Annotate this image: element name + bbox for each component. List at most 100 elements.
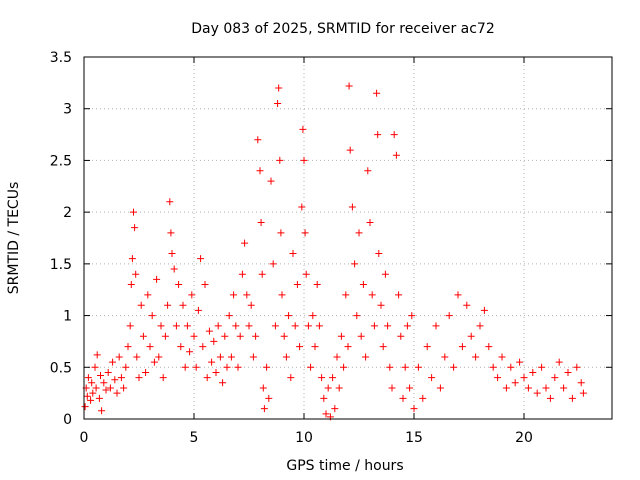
data-point [335,384,343,392]
data-point [269,260,277,268]
data-point [302,270,310,278]
y-tick-label: 2 [63,205,72,221]
data-point [392,151,400,159]
data-point [414,363,422,371]
y-tick-label: 3.5 [50,50,72,66]
data-point [516,358,524,366]
data-point [252,332,260,340]
data-point [98,407,106,415]
data-point [274,100,282,108]
data-point [423,343,431,351]
data-point [115,353,123,361]
data-point [560,384,568,392]
data-point [348,203,356,211]
data-point [183,322,191,330]
data-point [106,384,114,392]
data-point [236,332,244,340]
data-point [164,301,172,309]
data-point [267,177,275,185]
data-point [311,343,319,351]
data-point [91,363,99,371]
data-point [194,306,202,314]
data-point [265,394,273,402]
data-point [263,363,271,371]
data-point [342,291,350,299]
data-point [374,131,382,139]
data-point [538,363,546,371]
data-point [386,363,394,371]
data-point [276,156,284,164]
y-tick-label: 0.5 [50,360,72,376]
data-point [485,343,493,351]
data-point [133,353,141,361]
data-point [368,291,376,299]
data-point [280,332,288,340]
data-point [436,384,444,392]
data-point [579,389,587,397]
data-point [329,374,337,382]
data-point [175,281,183,289]
data-point [533,389,541,397]
data-point [97,372,104,380]
data-point [111,376,119,384]
data-point [168,250,176,258]
data-point [109,358,117,366]
data-point [88,379,96,387]
data-point [150,358,158,366]
data-point [524,384,532,392]
data-point [351,260,359,268]
data-point [377,301,385,309]
data-point [100,379,108,387]
data-point [161,332,169,340]
data-point [232,322,240,330]
data-point [370,322,378,330]
data-point [172,322,180,330]
data-point [573,363,581,371]
data-point [278,291,286,299]
data-point [291,322,299,330]
data-point [245,322,253,330]
data-point [256,167,264,175]
data-point [132,270,140,278]
data-point [344,343,352,351]
data-point [345,82,353,90]
data-point [304,322,312,330]
data-point [190,332,198,340]
data-point [322,410,330,418]
data-point [353,312,361,320]
data-point [403,322,411,330]
data-point [234,363,242,371]
data-point [167,229,175,237]
data-point [494,374,502,382]
data-point [243,291,251,299]
data-point [238,270,246,278]
data-point [502,384,510,392]
data-point [139,332,147,340]
data-point [153,275,161,283]
data-point [179,301,187,309]
data-point [450,363,458,371]
data-point [458,343,466,351]
data-point [260,405,268,413]
data-point [271,322,279,330]
data-point [124,343,132,351]
data-point [259,384,267,392]
data-point [210,337,218,345]
data-point [480,306,488,314]
data-point [205,327,213,335]
data-point [381,270,389,278]
data-point [166,198,174,206]
y-axis-label: SRMTID / TECUs [6,182,22,295]
data-point [390,131,398,139]
data-point [201,281,209,289]
data-point [542,384,550,392]
grid [84,57,612,419]
data-point [93,351,101,359]
data-point [379,343,387,351]
data-point [299,125,307,133]
data-point [122,363,130,371]
data-point [254,136,262,144]
data-points [81,82,587,421]
data-point [337,332,345,340]
